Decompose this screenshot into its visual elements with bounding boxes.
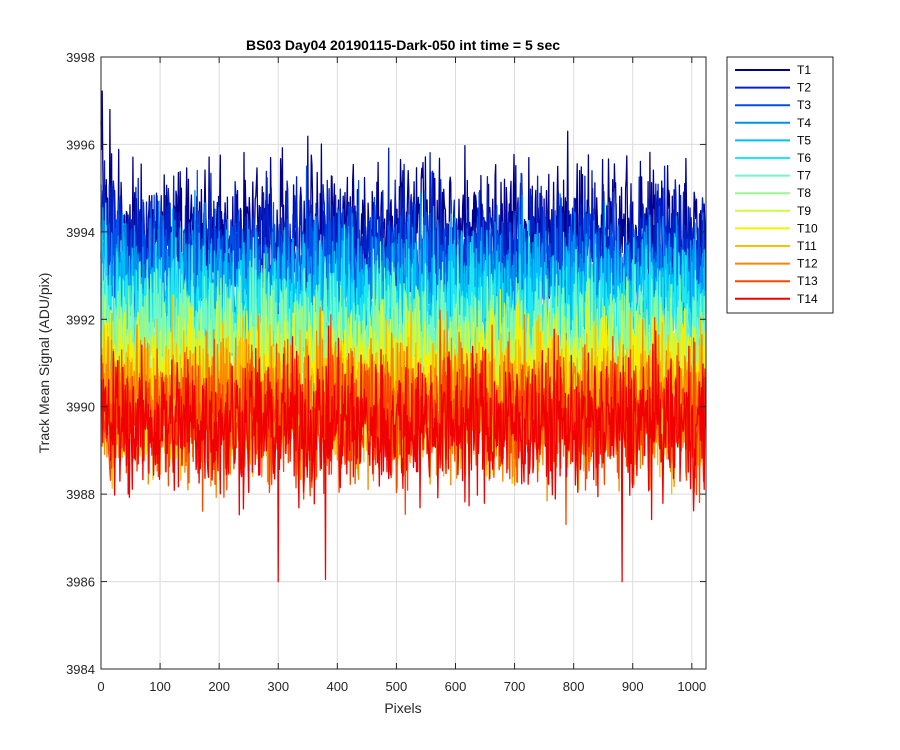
x-tick-label: 300 [267,679,289,694]
y-tick-label: 3984 [66,662,95,677]
x-tick-label: 200 [208,679,230,694]
legend-label-t1: T1 [797,63,811,77]
legend-label-t5: T5 [797,133,811,147]
x-tick-label: 1000 [677,679,706,694]
chart-title: BS03 Day04 20190115-Dark-050 int time = … [246,37,560,53]
x-tick-label: 500 [386,679,408,694]
legend-label-t9: T9 [797,204,811,218]
x-tick-label: 800 [563,679,585,694]
legend-label-t11: T11 [797,239,817,253]
plot-area [100,90,707,583]
legend-label-t4: T4 [797,116,811,130]
y-axis-ticks: 3984 3986 3988 3990 3992 3994 3996 3998 [66,50,706,677]
y-axis-label: Track Mean Signal (ADU/pix) [36,273,52,454]
legend-label-t7: T7 [797,169,811,183]
legend-label-t13: T13 [797,274,818,288]
x-tick-label: 100 [149,679,171,694]
y-tick-label: 3988 [66,487,95,502]
series-line-t14 [100,325,707,583]
legend-label-t10: T10 [797,221,818,235]
axes-box [100,56,707,670]
x-axis-label: Pixels [384,700,421,716]
legend-label-t14: T14 [797,292,818,306]
y-tick-label: 3994 [66,225,95,240]
legend-box [726,56,834,314]
x-tick-label: 400 [326,679,348,694]
legend-label-t8: T8 [797,186,811,200]
y-tick-label: 3992 [66,312,95,327]
x-tick-label: 900 [622,679,644,694]
legend-label-t3: T3 [797,98,811,112]
legend: T1 T2 T3 T4 T5 T6 T7 T8 T9 T10 T11 T12 T13 T14 [726,56,834,314]
y-tick-label: 3990 [66,400,95,415]
x-axis-ticks: 0 100 200 300 400 500 600 700 800 900 1000 [97,57,706,694]
legend-label-t2: T2 [797,81,811,95]
y-tick-label: 3996 [66,137,95,152]
legend-label-t6: T6 [797,151,811,165]
x-tick-label: 0 [97,679,104,694]
x-tick-label: 700 [504,679,526,694]
legend-label-t12: T12 [797,257,818,271]
y-tick-label: 3986 [66,575,95,590]
x-tick-label: 600 [445,679,467,694]
y-tick-label: 3998 [66,50,95,65]
